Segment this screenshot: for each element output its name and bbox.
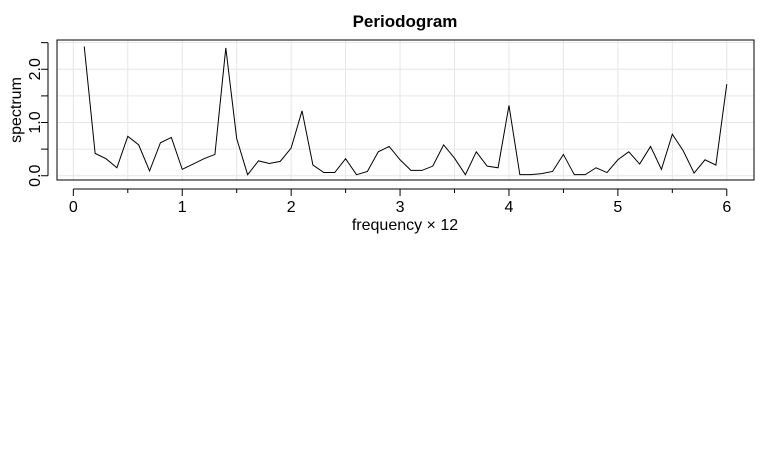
x-axis-label: frequency × 12 [352, 217, 458, 234]
x-tick-label: 3 [396, 199, 405, 216]
x-axis: 0 1 2 3 4 5 6 [69, 188, 731, 216]
y-tick-label: 1.0 [27, 111, 44, 133]
x-tick-label: 6 [722, 199, 731, 216]
y-tick-label: 2.0 [27, 58, 44, 80]
y-tick-label: 0.0 [27, 165, 44, 187]
y-axis-label: spectrum [8, 77, 25, 143]
plot-frame [56, 39, 755, 181]
chart-title: Periodogram [353, 12, 458, 31]
x-tick-label: 0 [69, 199, 78, 216]
grid [57, 40, 754, 180]
y-axis: 0.0 1.0 2.0 [27, 42, 49, 187]
x-tick-label: 1 [178, 199, 187, 216]
x-tick-label: 5 [613, 199, 622, 216]
spectrum-line [83, 46, 728, 176]
x-tick-label: 2 [287, 199, 296, 216]
x-tick-label: 4 [505, 199, 514, 216]
